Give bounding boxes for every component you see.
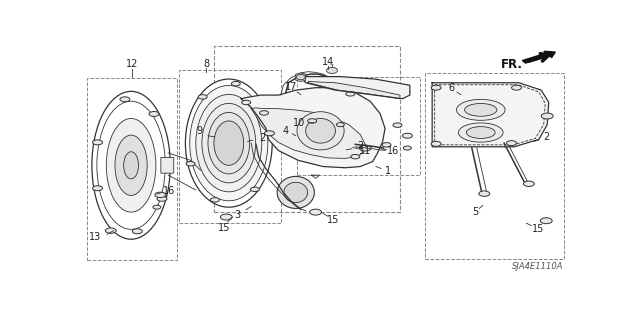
Ellipse shape (186, 79, 272, 207)
Text: 15: 15 (327, 215, 339, 225)
Polygon shape (241, 88, 385, 168)
Circle shape (479, 191, 490, 196)
Ellipse shape (196, 94, 262, 192)
Bar (179, 70, 281, 223)
Circle shape (540, 218, 552, 224)
Ellipse shape (106, 118, 156, 212)
Circle shape (511, 85, 522, 90)
Text: 12: 12 (126, 59, 138, 69)
Bar (214, 46, 400, 212)
Circle shape (250, 187, 259, 192)
Text: 1: 1 (385, 166, 392, 176)
Circle shape (541, 113, 553, 119)
Ellipse shape (306, 118, 335, 143)
Circle shape (149, 111, 159, 116)
Text: 3: 3 (235, 210, 241, 220)
Circle shape (308, 119, 317, 123)
Text: 11: 11 (359, 146, 371, 156)
Bar (425, 73, 564, 259)
Ellipse shape (467, 127, 495, 139)
Ellipse shape (115, 135, 147, 196)
FancyArrow shape (522, 51, 556, 63)
Circle shape (337, 123, 344, 127)
Circle shape (153, 205, 161, 209)
Ellipse shape (202, 103, 256, 183)
Ellipse shape (208, 112, 250, 174)
Circle shape (346, 92, 355, 96)
Circle shape (211, 198, 220, 202)
Text: 13: 13 (89, 232, 101, 242)
Circle shape (186, 162, 195, 166)
Ellipse shape (326, 67, 337, 74)
Circle shape (120, 97, 130, 102)
Text: 5: 5 (473, 207, 479, 217)
Text: 2: 2 (543, 132, 549, 142)
Text: 6: 6 (448, 83, 454, 93)
Circle shape (310, 209, 321, 215)
Circle shape (403, 133, 412, 138)
Circle shape (524, 181, 534, 187)
Circle shape (157, 196, 167, 201)
Polygon shape (296, 73, 306, 82)
Text: 17: 17 (285, 82, 298, 92)
Polygon shape (432, 83, 548, 147)
Circle shape (155, 192, 166, 197)
Ellipse shape (297, 112, 344, 150)
Circle shape (93, 140, 102, 145)
Ellipse shape (215, 123, 243, 164)
Polygon shape (301, 76, 410, 99)
Ellipse shape (277, 176, 314, 208)
Circle shape (93, 186, 102, 191)
Text: 14: 14 (322, 57, 334, 67)
FancyBboxPatch shape (161, 157, 173, 173)
Text: 15: 15 (218, 223, 230, 233)
Circle shape (260, 111, 269, 115)
Ellipse shape (458, 123, 503, 142)
Text: 16: 16 (387, 146, 399, 156)
Circle shape (132, 229, 142, 234)
Text: SJA4E1110A: SJA4E1110A (511, 262, 563, 271)
Ellipse shape (456, 100, 505, 120)
Circle shape (382, 143, 391, 147)
Ellipse shape (465, 103, 497, 116)
Text: 8: 8 (204, 59, 209, 69)
Text: FR.: FR. (500, 58, 522, 71)
Bar (88, 78, 177, 260)
Text: 16: 16 (163, 186, 175, 196)
Bar (297, 76, 420, 175)
Circle shape (264, 131, 275, 136)
Circle shape (242, 100, 251, 105)
Ellipse shape (284, 182, 308, 203)
Circle shape (431, 141, 441, 146)
Text: 9: 9 (196, 126, 202, 136)
Polygon shape (251, 108, 365, 158)
Ellipse shape (296, 74, 305, 80)
Ellipse shape (189, 85, 268, 201)
Circle shape (507, 141, 516, 146)
Circle shape (359, 145, 371, 151)
Ellipse shape (214, 121, 244, 165)
Text: 15: 15 (532, 224, 545, 234)
Circle shape (393, 123, 402, 127)
Circle shape (198, 95, 207, 99)
Text: 2: 2 (259, 133, 266, 143)
Polygon shape (308, 82, 400, 99)
Circle shape (351, 155, 360, 159)
Text: 4: 4 (283, 126, 289, 136)
Circle shape (106, 228, 116, 233)
Circle shape (431, 85, 441, 90)
Circle shape (220, 214, 232, 220)
Circle shape (403, 146, 412, 150)
Text: 10: 10 (293, 118, 305, 128)
Text: 2: 2 (357, 141, 364, 151)
Ellipse shape (97, 101, 165, 229)
Ellipse shape (124, 152, 138, 179)
Ellipse shape (92, 92, 170, 239)
Circle shape (232, 82, 241, 86)
